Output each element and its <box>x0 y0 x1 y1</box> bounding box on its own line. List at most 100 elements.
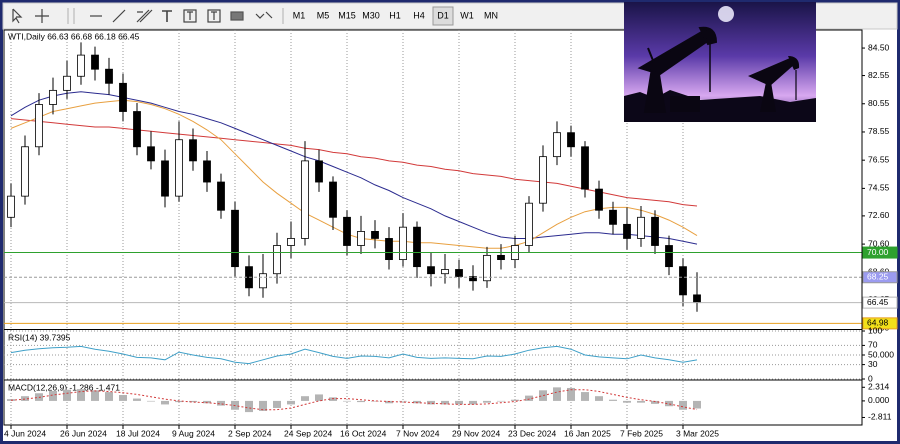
candle-body <box>147 146 155 162</box>
candle-body <box>553 132 561 158</box>
histogram-bar <box>259 400 267 411</box>
y-tick-label: 72.60 <box>868 210 890 220</box>
shape-tool[interactable] <box>230 11 244 21</box>
timeframe-button[interactable]: D1 <box>437 10 449 20</box>
channel-tool[interactable] <box>136 9 153 23</box>
indicator-line <box>10 345 698 365</box>
candle-body <box>7 195 15 218</box>
histogram-bar <box>217 400 225 406</box>
text-tool-glyph <box>187 11 193 20</box>
candle-body <box>427 266 435 275</box>
candle-body <box>175 139 183 197</box>
price-level-box <box>862 271 898 284</box>
timeframe-button[interactable]: H1 <box>389 10 401 20</box>
candle-body <box>679 266 687 296</box>
timeframe-button[interactable]: M1 <box>293 10 306 20</box>
candle-body <box>189 139 197 162</box>
histogram-bar <box>581 392 589 401</box>
y-tick-label: 76.55 <box>868 154 890 164</box>
histogram-bar <box>427 400 435 405</box>
y-tick-label: 74.55 <box>868 183 890 193</box>
candle-body <box>651 216 659 246</box>
histogram-bar <box>329 397 337 401</box>
price-level-label: 70.00 <box>867 247 889 257</box>
arrows-tool[interactable] <box>255 11 273 19</box>
candle-body <box>371 231 379 239</box>
timeframe-button[interactable]: M30 <box>362 10 380 20</box>
histogram-bar <box>665 400 673 407</box>
pane-title: WTI,Daily 66.63 66.68 66.18 66.45 <box>8 31 140 41</box>
pane-title: RSI(14) 39.7395 <box>8 332 71 342</box>
histogram-bar <box>287 400 295 405</box>
y-tick-label: 100 <box>868 325 882 335</box>
candle-body <box>119 82 127 112</box>
label-tool[interactable] <box>207 9 221 23</box>
histogram-bar <box>511 399 519 401</box>
x-tick-label: 2 Sep 2024 <box>228 428 272 438</box>
trendline-tool[interactable] <box>112 9 126 23</box>
histogram-bar <box>49 390 57 401</box>
histogram-bar <box>651 400 659 404</box>
x-tick-label: 3 Mar 2025 <box>676 428 719 438</box>
fibo-tool[interactable] <box>162 10 172 22</box>
histogram-bar <box>441 400 449 405</box>
candle-body <box>105 68 113 84</box>
candle-body <box>21 146 29 197</box>
timeframe-bar: M1 M5 M15 M30 H1 H4 D1 W1 MN <box>293 6 498 26</box>
candle-body <box>161 160 169 197</box>
timeframe-button[interactable]: MN <box>484 10 498 20</box>
candle-body <box>259 273 267 289</box>
x-tick-label: 29 Nov 2024 <box>452 428 500 438</box>
candle-body <box>525 202 533 246</box>
candle-body <box>413 226 421 268</box>
histogram-bar <box>623 400 631 403</box>
candle-body <box>91 54 99 70</box>
y-tick-label: -2.811 <box>868 412 892 422</box>
candle-body <box>609 209 617 225</box>
histogram-bar <box>91 390 99 401</box>
histogram-bar <box>553 387 561 401</box>
pane-title: MACD(12,26,9) -1.286 -1.471 <box>8 382 120 392</box>
histogram-bar <box>679 400 687 410</box>
cursor-tool[interactable] <box>12 8 23 24</box>
histogram-bar <box>455 400 463 405</box>
histogram-bar <box>21 396 29 401</box>
y-tick-label: 78.55 <box>868 126 890 136</box>
oil-pump-photo <box>624 2 816 122</box>
timeframe-button[interactable]: M5 <box>317 10 330 20</box>
price-level-label: 66.45 <box>867 297 889 307</box>
y-tick-label: 50.000 <box>868 349 894 359</box>
price-level-box <box>862 246 898 259</box>
candle-body <box>497 254 505 261</box>
crosshair-tool[interactable] <box>35 9 49 23</box>
candle-body <box>441 269 449 275</box>
histogram-bar <box>539 390 547 401</box>
x-tick-label: 24 Sep 2024 <box>284 428 332 438</box>
text-tool[interactable] <box>183 9 197 23</box>
histogram-bar <box>133 398 141 401</box>
histogram-bar <box>413 400 421 404</box>
timeframe-button[interactable]: M15 <box>338 10 356 20</box>
timeframe-button[interactable]: W1 <box>460 10 474 20</box>
histogram-bar <box>399 400 407 402</box>
x-tick-label: 16 Jan 2025 <box>564 428 611 438</box>
histogram-bar <box>147 400 155 402</box>
candle-body <box>399 226 407 261</box>
timeframe-button[interactable]: H4 <box>413 10 425 20</box>
histogram-bar <box>175 400 183 403</box>
candle-body <box>231 209 239 268</box>
candle-body <box>329 181 337 218</box>
histogram-bar <box>77 389 85 401</box>
histogram-bar <box>469 400 477 405</box>
candle-body <box>483 254 491 282</box>
histogram-bar <box>609 399 617 401</box>
price-level-label: 68.25 <box>867 271 889 281</box>
toolbar-icons <box>12 8 284 24</box>
candle-body <box>357 231 365 246</box>
candle-body <box>133 111 141 148</box>
candle-body <box>77 54 85 77</box>
x-tick-label: 18 Jul 2024 <box>116 428 160 438</box>
histogram-bar <box>693 400 701 409</box>
x-tick-label: 26 Jun 2024 <box>60 428 107 438</box>
